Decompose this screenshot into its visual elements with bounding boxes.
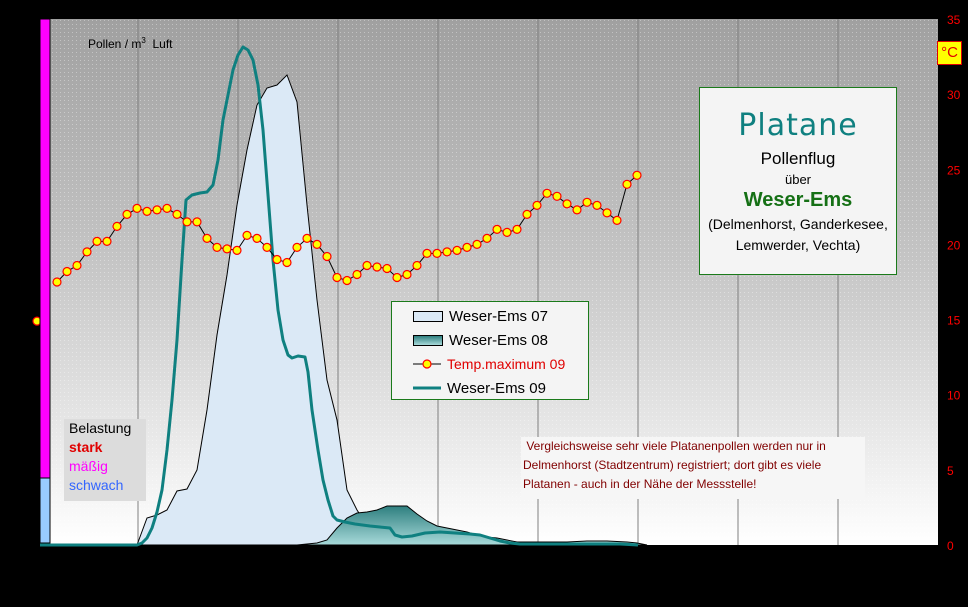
legend-item-weser-ems-07: Weser-Ems 07 bbox=[392, 305, 548, 327]
series-temp-maximum-09 bbox=[32, 170, 642, 326]
chart-region: Weser-Ems bbox=[743, 189, 853, 211]
svg-text:15: 15 bbox=[947, 314, 961, 328]
legend-item-weser-ems-09: Weser-Ems 09 bbox=[392, 377, 546, 399]
svg-text:5: 5 bbox=[947, 464, 954, 478]
unit-label: Pollen / m3 Luft bbox=[88, 36, 173, 51]
legend-item-temp-maximum-09: Temp.maximum 09 bbox=[392, 353, 565, 375]
series-weser-ems-08 bbox=[296, 505, 648, 546]
svg-text:10: 10 bbox=[947, 389, 961, 403]
svg-text:0: 0 bbox=[947, 539, 954, 553]
title-box: Platane Pollenflug über Weser-Ems (Delme… bbox=[699, 87, 897, 275]
svg-text:35: 35 bbox=[947, 13, 961, 27]
legend-swatch-08 bbox=[413, 334, 443, 346]
belastung-stark: stark bbox=[69, 439, 103, 455]
legend-line-09 bbox=[413, 386, 441, 390]
svg-text:30: 30 bbox=[947, 88, 961, 102]
belastung-legend: Belastung stark mäßig schwach bbox=[64, 419, 146, 501]
legend: Weser-Ems 07 Weser-Ems 08 Temp.maximum 0… bbox=[391, 301, 589, 400]
annotation-note: Vergleichsweise sehr viele Platanenpolle… bbox=[521, 437, 865, 499]
series-weser-ems-09 bbox=[40, 45, 639, 547]
belastung-bar-stark bbox=[39, 18, 51, 479]
belastung-heading: Belastung bbox=[69, 420, 132, 436]
svg-text:25: 25 bbox=[947, 163, 961, 177]
svg-text:20: 20 bbox=[947, 238, 961, 252]
degree-celsius-label: °C bbox=[937, 41, 962, 65]
chart-places: (Delmenhorst, Ganderkesee, Lemwerder, Ve… bbox=[708, 216, 888, 253]
right-axis-temperature: 0 5 10 15 20 25 30 35 bbox=[947, 13, 961, 553]
chart-subtitle: Pollenflug bbox=[760, 149, 836, 168]
belastung-schwach: schwach bbox=[69, 477, 124, 493]
legend-swatch-07 bbox=[413, 310, 443, 322]
legend-item-weser-ems-08: Weser-Ems 08 bbox=[392, 329, 548, 351]
legend-marker-temp bbox=[413, 359, 441, 369]
belastung-maessig: mäßig bbox=[69, 458, 108, 474]
chart-preposition: über bbox=[784, 172, 812, 187]
belastung-bar-schwach bbox=[39, 477, 51, 544]
chart-title: Platane bbox=[738, 108, 858, 143]
